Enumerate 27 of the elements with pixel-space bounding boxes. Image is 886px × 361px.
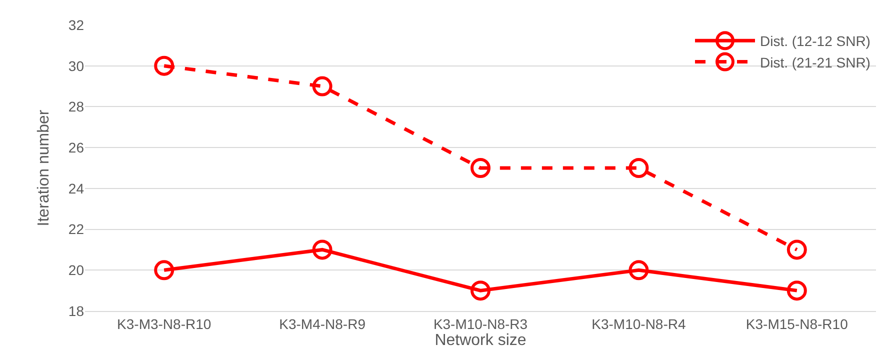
y-tick-label: 30 bbox=[68, 58, 84, 74]
point bbox=[312, 76, 332, 96]
x-axis-title: Network size bbox=[434, 332, 526, 349]
y-tick-label: 32 bbox=[68, 16, 84, 33]
y-tick-label: 18 bbox=[68, 302, 84, 319]
y-tick-label: 22 bbox=[68, 221, 84, 238]
point bbox=[312, 240, 332, 260]
y-axis-title: Iteration number bbox=[35, 109, 52, 226]
point bbox=[154, 56, 174, 76]
point bbox=[470, 280, 490, 301]
legend-label: Dist. (12-12 SNR) bbox=[760, 33, 870, 50]
x-tick-label: K3-M10-N8-R4 bbox=[592, 316, 686, 332]
x-tick-label: K3-M4-N8-R9 bbox=[279, 316, 366, 332]
legend-label: Dist. (21-21 SNR) bbox=[760, 54, 870, 70]
point bbox=[628, 158, 649, 178]
y-tick-label: 26 bbox=[68, 139, 84, 156]
point bbox=[154, 260, 174, 280]
x-tick-label: K3-M10-N8-R3 bbox=[433, 316, 528, 332]
x-tick-label: K3-M3-N8-R10 bbox=[117, 316, 212, 332]
point bbox=[628, 260, 649, 280]
y-tick-label: 28 bbox=[68, 98, 84, 115]
point bbox=[470, 158, 490, 178]
point bbox=[786, 280, 807, 301]
x-tick-label: K3-M15-N8-R10 bbox=[746, 316, 848, 332]
y-tick-label: 20 bbox=[68, 262, 84, 278]
y-tick-label: 24 bbox=[68, 180, 84, 196]
point bbox=[786, 240, 807, 260]
